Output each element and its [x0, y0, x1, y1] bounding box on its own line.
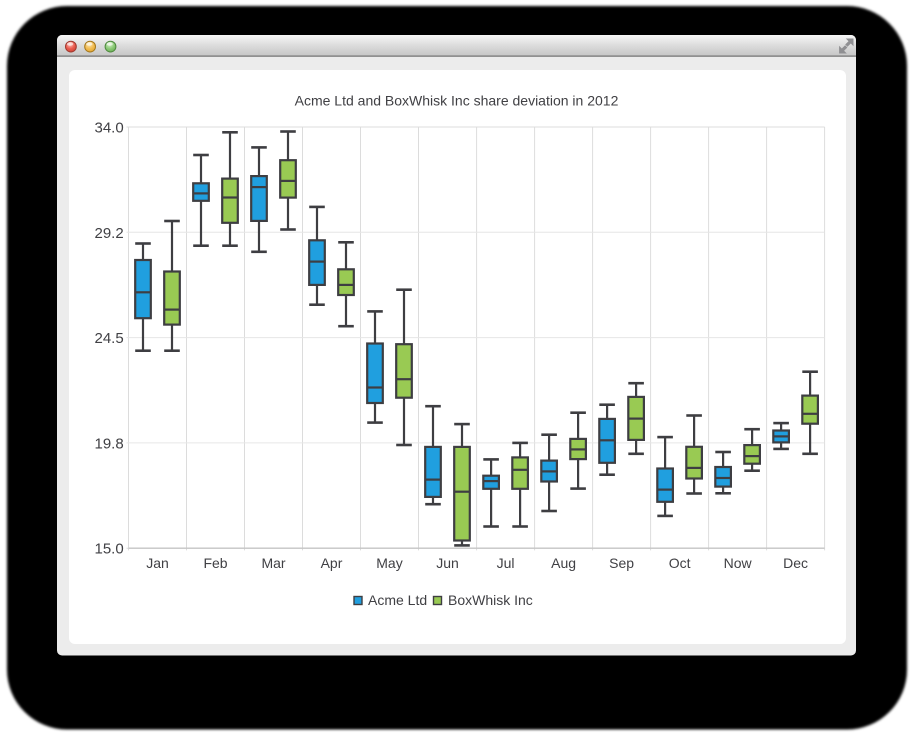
svg-text:Feb: Feb — [203, 555, 227, 571]
svg-text:Mar: Mar — [261, 555, 285, 571]
svg-text:24.5: 24.5 — [94, 330, 123, 347]
svg-text:Acme Ltd and BoxWhisk Inc shar: Acme Ltd and BoxWhisk Inc share deviatio… — [295, 93, 619, 109]
svg-text:19.8: 19.8 — [94, 435, 123, 452]
svg-text:May: May — [376, 555, 402, 571]
svg-text:Apr: Apr — [321, 555, 343, 571]
svg-text:15.0: 15.0 — [94, 541, 123, 558]
svg-text:29.2: 29.2 — [94, 225, 123, 242]
svg-text:BoxWhisk Inc: BoxWhisk Inc — [448, 592, 533, 608]
svg-text:Jul: Jul — [497, 555, 515, 571]
svg-text:Dec: Dec — [783, 555, 808, 571]
svg-text:Acme Ltd: Acme Ltd — [368, 592, 427, 608]
svg-text:Now: Now — [724, 555, 753, 571]
svg-text:Jan: Jan — [146, 555, 169, 571]
svg-text:Aug: Aug — [551, 555, 576, 571]
svg-text:Sep: Sep — [609, 555, 634, 571]
svg-text:34.0: 34.0 — [94, 120, 123, 137]
svg-text:Jun: Jun — [436, 555, 459, 571]
svg-text:Oct: Oct — [669, 555, 691, 571]
